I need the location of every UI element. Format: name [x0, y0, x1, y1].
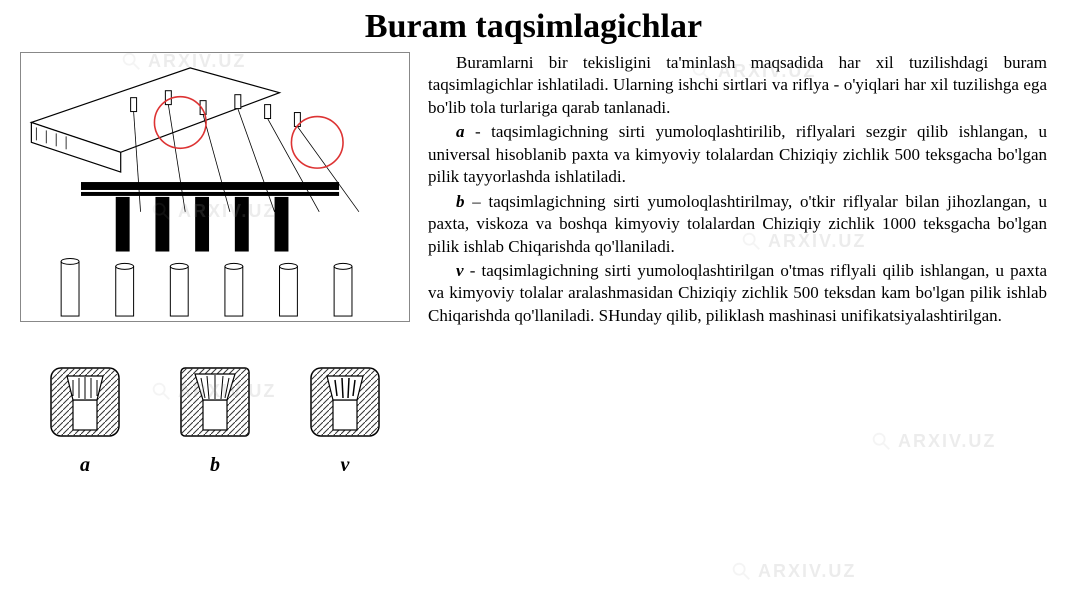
item-a-paragraph: a - taqsimlagichning sirti yumoloqlashti… [428, 121, 1047, 188]
page-title: Buram taqsimlagichlar [0, 0, 1067, 52]
cross-section-row: a b [20, 362, 410, 477]
text-column: Buramlarni bir tekisligini ta'minlash ma… [428, 52, 1047, 477]
item-v-lead: v [456, 261, 464, 280]
cross-label-v: v [341, 454, 350, 477]
item-a-text: - taqsimlagichning sirti yumoloqlashtiri… [428, 122, 1047, 186]
watermark: ARXIV.UZ [730, 560, 856, 582]
item-v-text: - taqsimlagichning sirti yumoloqlashtiri… [428, 261, 1047, 325]
item-a-lead: a [456, 122, 465, 141]
left-column: a b [20, 52, 410, 477]
item-b-paragraph: b – taqsimlagichning sirti yumoloqlashti… [428, 191, 1047, 258]
cross-section-b: b [175, 362, 255, 477]
cross-label-a: a [80, 454, 90, 477]
item-v-paragraph: v - taqsimlagichning sirti yumoloqlashti… [428, 260, 1047, 327]
cross-label-b: b [210, 454, 220, 477]
content-area: a b [0, 52, 1067, 477]
cross-section-v: v [305, 362, 385, 477]
item-b-lead: b [456, 192, 465, 211]
item-b-text: – taqsimlagichning sirti yumoloqlashtiri… [428, 192, 1047, 256]
machine-diagram [20, 52, 410, 322]
cross-section-a: a [45, 362, 125, 477]
intro-paragraph: Buramlarni bir tekisligini ta'minlash ma… [428, 52, 1047, 119]
